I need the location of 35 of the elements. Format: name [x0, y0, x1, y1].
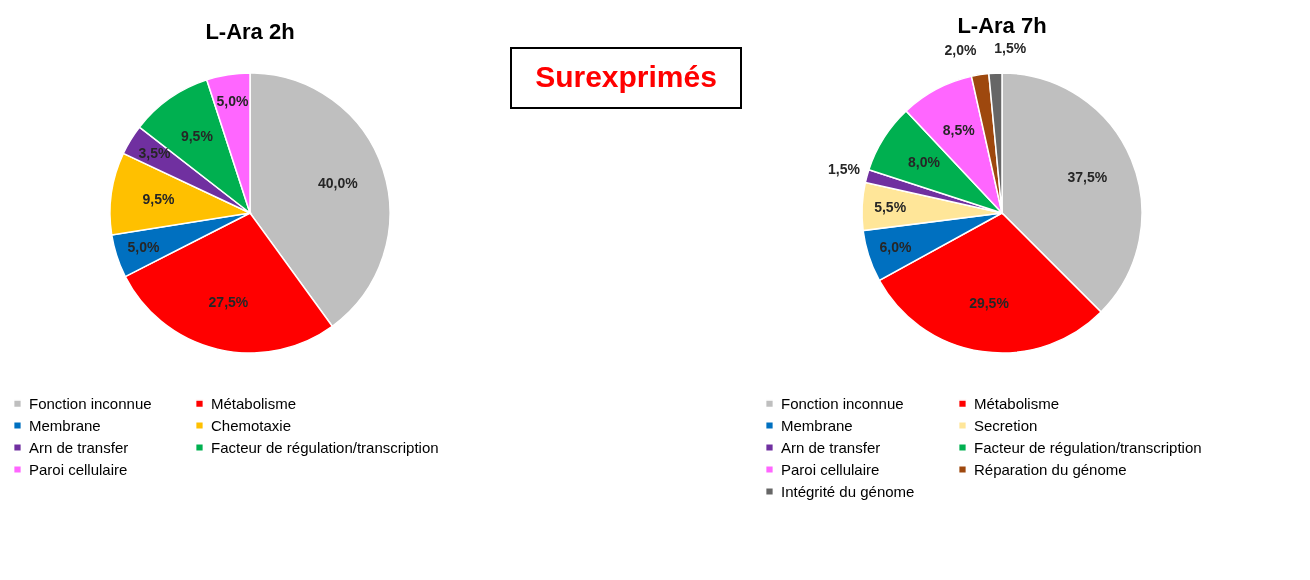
data-label: 3,5%	[138, 145, 172, 162]
legend-label: Métabolisme	[974, 394, 1060, 412]
legend-label: Chemotaxie	[211, 416, 292, 434]
data-label: 9,5%	[142, 190, 176, 207]
data-label: 5,5%	[874, 198, 907, 215]
legend-label: Paroi cellulaire	[29, 460, 128, 478]
legend-label: Membrane	[29, 416, 101, 434]
data-label: 8,5%	[942, 122, 976, 139]
data-label: 40,0%	[318, 175, 359, 192]
text: Surexprimés	[535, 60, 717, 93]
data-label: 1,5%	[828, 160, 861, 177]
data-label: 6,0%	[879, 238, 912, 255]
legend-label: Intégrité du génome	[781, 482, 915, 500]
data-label: 8,0%	[908, 154, 941, 171]
legend-label: Paroi cellulaire	[781, 460, 880, 478]
legend-label: Secretion	[974, 416, 1038, 434]
data-label: 29,5%	[969, 295, 1010, 312]
data-label: 5,0%	[127, 238, 160, 255]
legend-label: Métabolisme	[211, 394, 297, 412]
data-label: 27,5%	[208, 293, 249, 310]
data-label: 5,0%	[216, 93, 249, 110]
data-label: 9,5%	[180, 128, 214, 145]
legend-label: Fonction inconnue	[781, 394, 904, 412]
chart-title: L-Ara 2h	[205, 19, 295, 44]
legend-label: Réparation du génome	[974, 460, 1127, 478]
chart-title: L-Ara 7h	[957, 13, 1047, 39]
legend-label: Facteur de régulation/transcription	[211, 438, 439, 456]
legend-label: Fonction inconnue	[29, 394, 152, 412]
legend-label: Membrane	[781, 416, 853, 434]
legend-label: Arn de transfer	[781, 438, 881, 456]
data-label: 37,5%	[1067, 168, 1108, 185]
data-label: 1,5%	[994, 40, 1027, 57]
legend-label: Facteur de régulation/transcription	[974, 438, 1202, 456]
data-label: 2,0%	[944, 42, 977, 59]
legend-label: Arn de transfer	[29, 438, 129, 456]
